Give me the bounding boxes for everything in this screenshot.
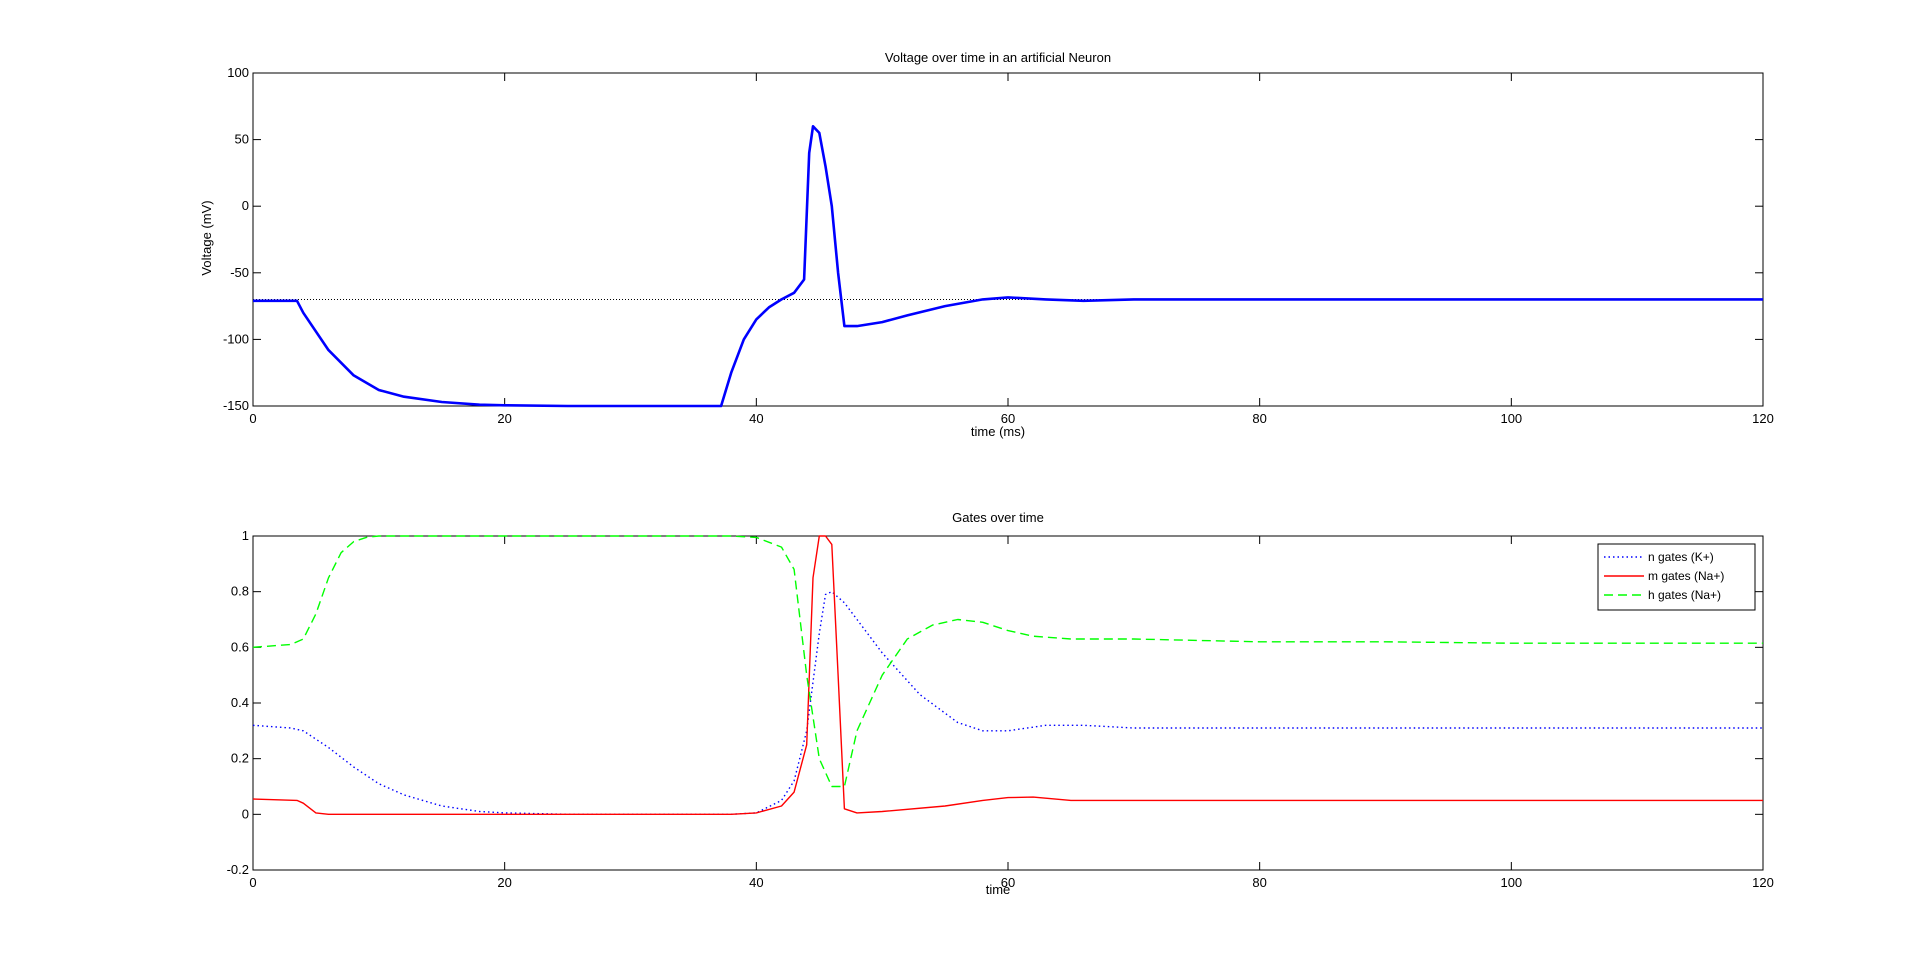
voltage-y-tick-label: -100: [223, 331, 249, 346]
gates-x-tick-label: 100: [1500, 875, 1522, 890]
gates-x-tick-label: 40: [749, 875, 763, 890]
gates-y-tick-label: -0.2: [227, 862, 249, 877]
gates-series-line-3: [252, 535, 1763, 788]
voltage-y-tick-label: -150: [223, 398, 249, 413]
gates-series-line-1: [252, 591, 1763, 815]
gates-y-tick-label: 0.6: [231, 639, 249, 654]
voltage-x-tick-label: 0: [249, 411, 256, 426]
voltage-y-tick-label: 100: [227, 65, 249, 80]
voltage-x-tick-label: 120: [1752, 411, 1774, 426]
gates-plot-xlabel: time: [986, 882, 1011, 897]
voltage-x-tick-label: 60: [1001, 411, 1015, 426]
voltage-plot-ylabel: Voltage (mV): [199, 200, 214, 275]
gates-x-tick-label: 60: [1001, 875, 1015, 890]
gates-y-tick-label: 0.8: [231, 584, 249, 599]
legend-entry-label: m gates (Na+): [1648, 569, 1724, 583]
gates-y-tick-label: 1: [242, 528, 249, 543]
gates-series-line-2: [252, 535, 1763, 815]
voltage-plot: Voltage over time in an artificial Neuro…: [199, 50, 1774, 439]
voltage-axes-box: [252, 72, 1764, 407]
gates-plot-title: Gates over time: [952, 510, 1044, 525]
gates-y-tick-label: 0: [242, 806, 249, 821]
gates-x-tick-label: 80: [1252, 875, 1266, 890]
gates-x-tick-label: 20: [497, 875, 511, 890]
voltage-x-tick-label: 100: [1500, 411, 1522, 426]
voltage-series-line-1: [253, 125, 1763, 408]
voltage-x-tick-label: 80: [1252, 411, 1266, 426]
legend-box: [1597, 543, 1756, 611]
gates-legend: n gates (K+) m gates (Na+) h gates (Na+): [1597, 543, 1756, 611]
gates-y-tick-label: 0.2: [231, 751, 249, 766]
voltage-x-tick-label: 40: [749, 411, 763, 426]
voltage-plot-xlabel: time (ms): [971, 424, 1025, 439]
voltage-y-tick-label: 50: [235, 132, 249, 147]
legend-entry-label: n gates (K+): [1648, 550, 1714, 564]
voltage-y-tick-label: 0: [242, 198, 249, 213]
voltage-y-tick-label: -50: [230, 265, 249, 280]
gates-x-tick-label: 120: [1752, 875, 1774, 890]
gates-y-tick-label: 0.4: [231, 695, 249, 710]
gates-x-tick-label: 0: [249, 875, 256, 890]
gates-axes-box: [252, 535, 1764, 871]
gates-plot: Gates over time time 0 20 40 60 80 100 120 1 0.8…: [227, 510, 1774, 897]
voltage-plot-title: Voltage over time in an artificial Neuro…: [885, 50, 1111, 65]
legend-entry-label: h gates (Na+): [1648, 588, 1721, 602]
voltage-x-tick-label: 20: [497, 411, 511, 426]
